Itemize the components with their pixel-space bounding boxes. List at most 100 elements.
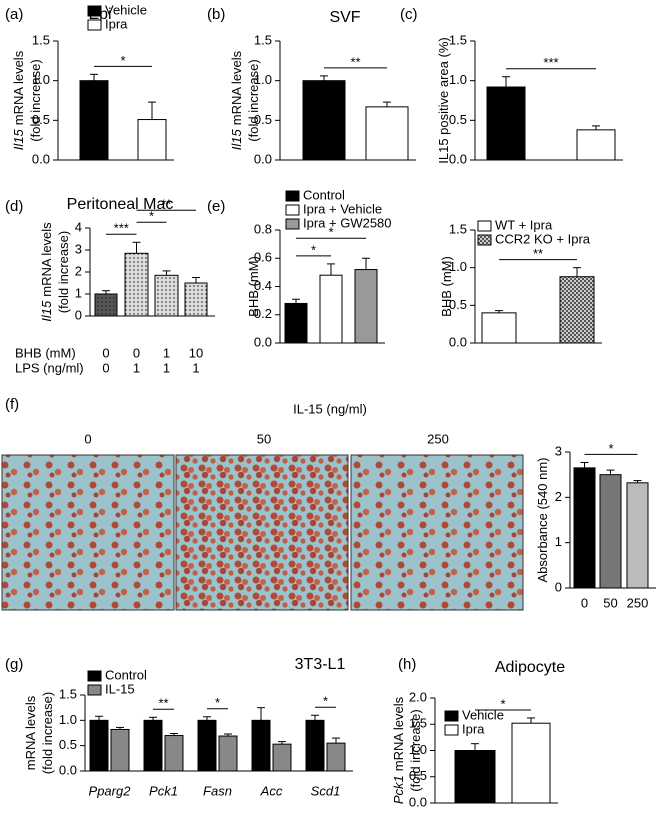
legend-swatch [285, 190, 300, 202]
x-row-value: 1 [163, 360, 170, 375]
y-axis-label-text: BHB (mM) [439, 256, 454, 317]
panel-label: (h) [398, 656, 416, 673]
bar [154, 274, 179, 317]
significance-label: ** [533, 246, 543, 261]
y-tick-label: 0.2 [254, 306, 272, 321]
bar [124, 252, 149, 317]
legend-label: WT + Ipra [495, 217, 553, 232]
significance-label: *** [114, 221, 129, 236]
y-axis-label: Il15 mRNA levels [39, 222, 54, 322]
y-tick-label: 1 [555, 534, 562, 549]
microscopy-image [175, 454, 349, 611]
chart-title: Peritoneal Mac [67, 196, 174, 213]
y-tick-label: 1.5 [449, 221, 467, 236]
y-tick-label: 0.5 [449, 297, 467, 312]
bar [511, 722, 551, 804]
x-row-label: BHB (mM) [15, 345, 76, 360]
y-tick-label: 1.5 [409, 716, 427, 731]
y-tick-label: 1.0 [59, 712, 77, 727]
x-row-value: 0 [133, 345, 140, 360]
legend-swatch [87, 5, 102, 17]
legend-label: Ipra + Vehicle [303, 201, 382, 216]
legend-swatch [87, 19, 102, 31]
legend-label: IL-15 [105, 681, 135, 696]
y-axis-label-text: (fold increase) [28, 59, 43, 141]
y-tick-label: 0.0 [409, 794, 427, 809]
x-tick-label: 250 [627, 595, 649, 610]
legend-label: Ipra + GW2580 [303, 215, 392, 230]
significance-label: ** [158, 696, 168, 711]
legend-label: Ipra [462, 721, 485, 736]
y-axis-label-gene: Il15 [229, 128, 244, 150]
y-tick-label: 1.5 [254, 32, 272, 47]
x-row-value: 0 [102, 360, 109, 375]
bar [184, 282, 208, 317]
x-tick-label: Fasn [203, 783, 232, 798]
legend-label: Control [105, 667, 147, 682]
legend-swatch [477, 220, 492, 232]
bar [284, 302, 308, 344]
y-tick-label: 0.5 [254, 112, 272, 127]
bar [599, 474, 622, 589]
significance-label: * [608, 441, 613, 456]
legend-swatch [444, 724, 459, 736]
legend-swatch [87, 670, 102, 682]
bar [573, 467, 596, 589]
y-axis-label: IL15 positive area (%) [436, 37, 451, 163]
significance-label: ** [161, 197, 171, 212]
y-tick-label: 0.0 [32, 151, 50, 166]
image-title: IL-15 (ng/ml) [293, 401, 367, 416]
y-tick-label: 4 [75, 219, 82, 234]
y-axis-label: Il15 mRNA levels [229, 50, 244, 150]
y-axis-label-text: (fold increase) [56, 231, 71, 313]
bar [486, 86, 526, 161]
significance-label: * [149, 209, 154, 224]
image-label: 250 [427, 431, 449, 446]
y-axis-label-text: (fold increase) [246, 59, 261, 141]
y-tick-label: 0.5 [59, 737, 77, 752]
y-tick-label: 1 [75, 285, 82, 300]
x-row-value: 0 [102, 345, 109, 360]
significance-label: *** [543, 55, 558, 70]
microscopy-image [1, 454, 175, 611]
bar [89, 719, 109, 772]
x-row-value: 1 [192, 360, 199, 375]
x-row-label: LPS (ng/ml) [15, 360, 84, 375]
bar [143, 719, 163, 772]
bar [218, 735, 238, 772]
bar [576, 129, 616, 161]
y-tick-label: 0.0 [254, 151, 272, 166]
y-tick-label: 0.0 [59, 762, 77, 777]
legend-swatch [444, 710, 459, 722]
y-axis-label: (fold increase) [56, 231, 71, 313]
bar [110, 728, 130, 772]
y-axis-label: BHB (mM) [439, 256, 454, 317]
x-tick-label: Pck1 [149, 783, 178, 798]
bar [272, 743, 292, 772]
bar [302, 80, 346, 161]
legend-swatch [285, 204, 300, 216]
x-tick-label: 0 [581, 595, 588, 610]
legend-label: Vehicle [105, 2, 147, 17]
bar [197, 719, 217, 772]
y-axis-label-text: (fold increase) [40, 692, 55, 774]
y-tick-label: 1.0 [449, 72, 467, 87]
panel-label: (g) [5, 656, 23, 673]
chart-title: SVF [329, 9, 360, 26]
y-axis-label-text: Absorbance (540 nm) [535, 457, 550, 582]
bar [354, 269, 378, 344]
y-tick-label: 0.5 [449, 112, 467, 127]
y-axis-label-text: mRNA levels [391, 696, 406, 771]
legend-label: CCR2 KO + Ipra [495, 231, 591, 246]
bar [305, 719, 325, 772]
panel-label: (f) [5, 396, 19, 413]
y-tick-label: 1.0 [32, 72, 50, 87]
panel-label: (c) [400, 6, 418, 23]
y-axis-label: Il15 mRNA levels [11, 50, 26, 150]
y-tick-label: 0.0 [449, 151, 467, 166]
bar [94, 293, 118, 317]
y-axis-label: Absorbance (540 nm) [535, 457, 550, 582]
y-axis-label-text: mRNA levels [23, 695, 38, 770]
y-axis-label-text: BHB (mM) [246, 256, 261, 317]
